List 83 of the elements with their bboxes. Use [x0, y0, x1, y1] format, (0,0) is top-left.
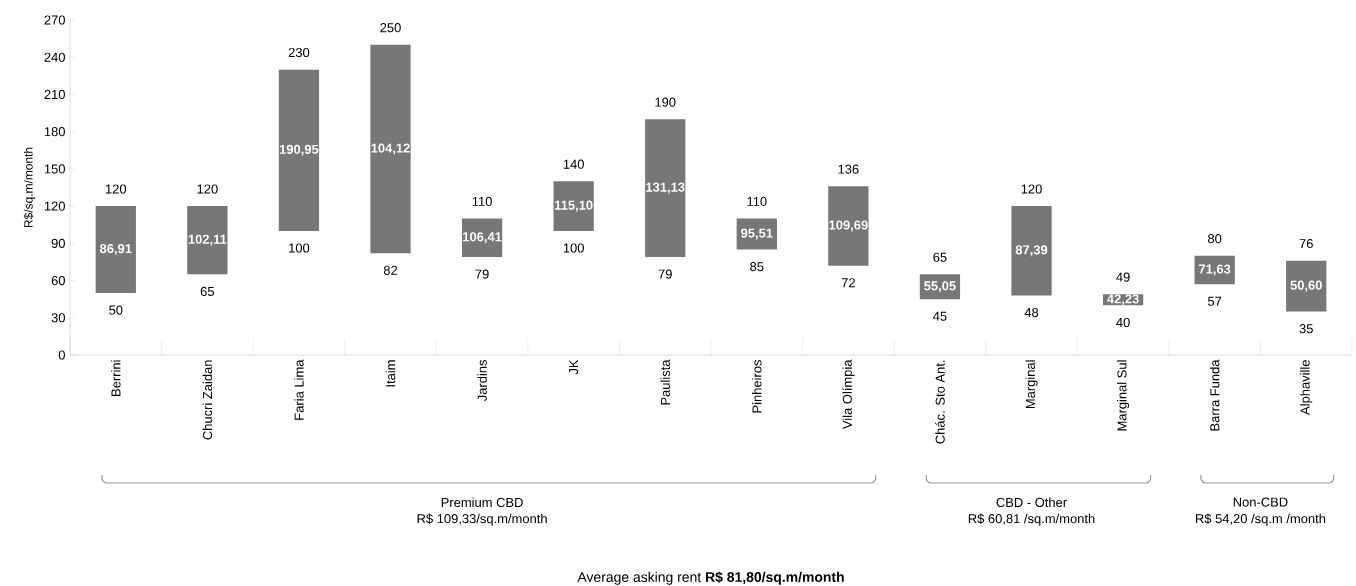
annotation: 104,12 [371, 143, 410, 155]
annotation: 120 [1021, 184, 1042, 194]
annotation: 55,05 [924, 281, 956, 293]
x-tick-label: Vila Olímpia [842, 359, 855, 430]
annotation: 79 [475, 269, 489, 279]
annotation: 65 [200, 286, 215, 297]
y-tick-label: 180 [44, 127, 65, 137]
x-tick-label: Faria Lima [294, 359, 304, 420]
annotation: 40 [1116, 317, 1130, 328]
annotation: 100 [289, 243, 310, 253]
annotation: 76 [1299, 239, 1313, 249]
annotation: 110 [747, 196, 767, 206]
x-tick-label: JK [569, 359, 579, 375]
annotation: 250 [380, 23, 401, 33]
bar [278, 69, 320, 231]
annotation: 50,60 [1290, 280, 1322, 292]
annotation: 120 [197, 184, 218, 194]
text: R$ 60,81 /sq.m/month [968, 513, 1095, 526]
y-tick-label: 240 [44, 52, 65, 62]
annotation: 86,91 [99, 244, 132, 256]
text: Average asking rent R$ 81,80/sq.m/month [577, 571, 844, 585]
annotation: 106,41 [463, 232, 502, 244]
x-tick-label: Berrini [111, 360, 121, 396]
annotation: 85 [750, 262, 764, 272]
y-tick-label: 150 [44, 164, 65, 174]
annotation: 57 [1207, 296, 1222, 306]
annotation: 190,95 [279, 144, 319, 156]
bar [1011, 206, 1052, 296]
annotation: 136 [838, 164, 859, 174]
y-axis-title: R$/sq.m/month [23, 147, 36, 228]
annotation: 71,63 [1199, 264, 1231, 276]
annotation: 65 [933, 252, 947, 262]
y-tick-label: 210 [44, 89, 65, 100]
annotation: 115,10 [555, 200, 593, 212]
annotation: 102,11 [188, 234, 227, 246]
annotation: 49 [1116, 272, 1130, 282]
x-tick-label: Chác. Sto Ant. [935, 360, 945, 444]
annotation: 45 [933, 311, 947, 321]
x-tick-label: Chucri Zaidan [202, 360, 213, 440]
annotation: 120 [105, 184, 127, 194]
x-tick-label: Itaim [385, 360, 396, 387]
annotation: 82 [383, 265, 398, 275]
x-tick-label: Barra Funda [1209, 359, 1220, 431]
y-tick-label: 270 [44, 15, 65, 25]
annotation: 48 [1024, 307, 1039, 318]
text: Premium CBD [441, 497, 523, 508]
annotation: 80 [1208, 234, 1222, 244]
annotation: 110 [472, 196, 492, 206]
bar [370, 44, 411, 254]
annotation: 100 [563, 243, 584, 253]
annotation: 72 [841, 278, 855, 288]
annotation: 50 [109, 305, 123, 315]
annotation: 87,39 [1015, 245, 1048, 257]
y-tick-label: 0 [58, 350, 65, 360]
annotation: 230 [288, 47, 310, 58]
text: CBD - Other [996, 497, 1067, 508]
bar [1286, 260, 1327, 312]
y-tick-label: 30 [51, 313, 65, 323]
x-tick-label: Marginal Sul [1117, 360, 1130, 431]
bar [645, 119, 686, 257]
annotation: 109,69 [829, 220, 868, 232]
bar [95, 206, 136, 293]
annotation: 35 [1299, 324, 1313, 334]
annotation: 95,51 [741, 228, 773, 240]
text: R$ 109,33/sq.m/month [417, 513, 547, 526]
y-tick-label: 90 [51, 238, 65, 248]
x-tick-label: Pinheiros [752, 359, 762, 413]
x-tick-label: Marginal [1025, 360, 1038, 409]
bar [553, 181, 594, 231]
x-tick-label: Paulista [660, 359, 670, 405]
y-tick-label: 120 [44, 201, 65, 211]
x-tick-label: Jardins [477, 359, 487, 402]
annotation: 131,13 [646, 182, 685, 194]
text: Non-CBD [1233, 497, 1288, 507]
text: R$ 54,20 /sq.m /month [1195, 513, 1326, 526]
annotation: 190 [655, 97, 676, 107]
x-tick-label: Alphaville [1300, 360, 1313, 415]
bar [187, 206, 228, 275]
annotation: 140 [563, 159, 584, 169]
annotation: 79 [658, 269, 672, 279]
bar [828, 186, 869, 266]
y-tick-label: 60 [51, 275, 65, 286]
annotation: 42,23 [1107, 294, 1139, 306]
